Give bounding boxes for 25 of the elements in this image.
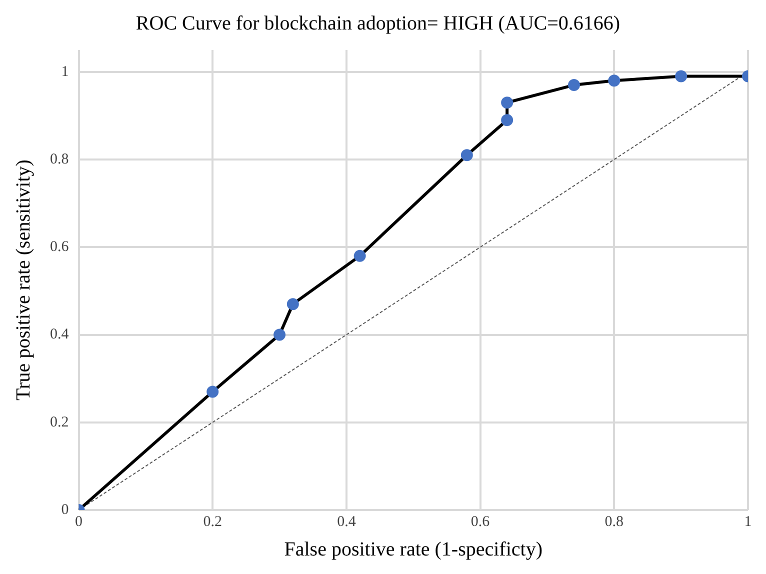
point [274,328,286,341]
point [354,250,366,262]
point [608,74,620,87]
x-tick-label: 1 [744,514,752,530]
y-axis-title: True positive rate (sensitivity) [12,160,34,400]
x-tick-label: 0.8 [604,514,624,530]
point [568,79,580,92]
y-tick-label: 0 [61,502,69,518]
point [206,386,219,398]
x-axis-title: False positive rate (1-specificty) [284,538,542,560]
point [501,96,514,109]
chart-title: ROC Curve for blockchain adoption= HIGH (AUC=0.6166) [136,12,620,34]
y-tick-label: 0.2 [50,414,69,430]
y-tick-label: 1 [61,64,69,80]
x-tick-label: 0.4 [337,514,356,530]
point [675,70,688,82]
y-tick-label: 0.4 [50,326,70,343]
x-tick-label: 0.6 [470,514,490,530]
y-tick-label: 0.8 [50,151,69,168]
x-tick-label: 0.2 [203,514,222,530]
point [501,114,514,126]
point [460,149,473,162]
y-tick-label: 0.6 [50,239,70,256]
x-tick-label: 0 [75,514,82,530]
point [286,298,299,310]
